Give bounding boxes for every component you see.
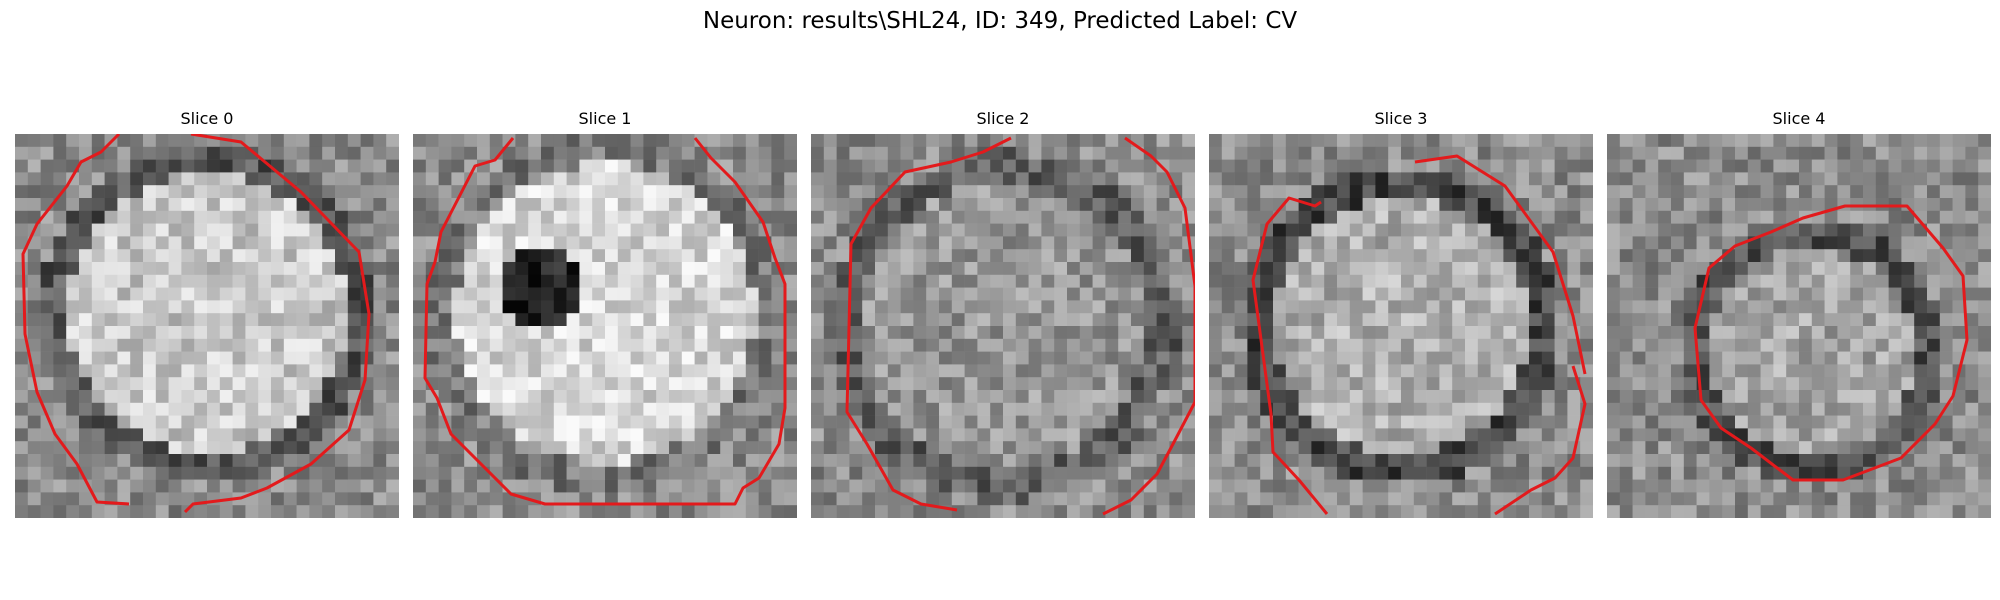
slice-title-0: Slice 0 xyxy=(180,109,234,128)
slice-title-2: Slice 2 xyxy=(976,109,1030,128)
segmentation-contour xyxy=(845,136,1195,516)
slice-image-3 xyxy=(1209,134,1593,518)
segmentation-contour xyxy=(1693,204,1969,482)
slice-image-1 xyxy=(413,134,797,518)
figure-title: Neuron: results\SHL24, ID: 349, Predicte… xyxy=(702,8,1298,34)
slice-panel-2: Slice 2 xyxy=(811,108,1195,518)
segmentation-contour xyxy=(423,137,787,506)
segmentation-contour xyxy=(21,134,371,514)
slice-panel-3: Slice 3 xyxy=(1209,108,1593,518)
slice-title-4: Slice 4 xyxy=(1772,109,1826,128)
slice-image-0 xyxy=(15,134,399,518)
segmentation-contour xyxy=(1251,154,1587,516)
slice-title-3: Slice 3 xyxy=(1374,109,1428,128)
slice-panel-4: Slice 4 xyxy=(1607,108,1991,518)
slice-image-4 xyxy=(1607,134,1991,518)
slice-title-1: Slice 1 xyxy=(578,109,632,128)
slice-image-2 xyxy=(811,134,1195,518)
slice-panel-1: Slice 1 xyxy=(413,108,797,518)
slice-panel-0: Slice 0 xyxy=(15,108,399,518)
